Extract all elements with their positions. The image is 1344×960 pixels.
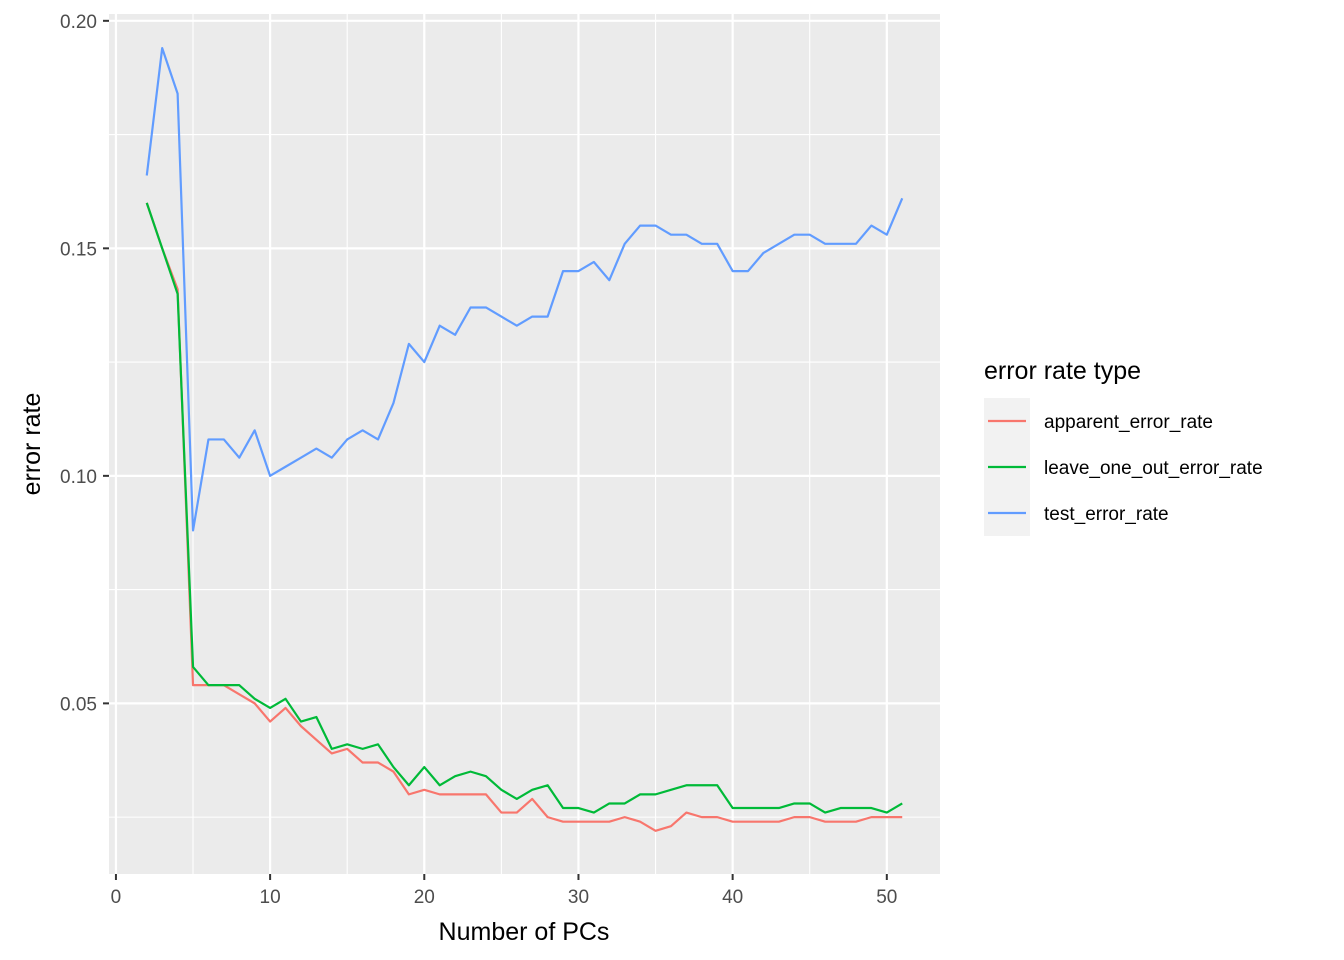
- y-axis: 0.05 0.10 0.15 0.20: [60, 12, 109, 715]
- series-line-leave-one-out-error-rate: [145, 202, 903, 814]
- grid-major: [109, 14, 940, 874]
- x-axis: 0 10 20 30 40 50: [111, 874, 897, 908]
- x-tick-label: 40: [722, 887, 743, 908]
- x-tick-label: 50: [876, 887, 897, 908]
- legend-label-apparent-error-rate: apparent_error_rate: [1044, 412, 1213, 433]
- series-lines: [145, 47, 904, 832]
- y-tick-label: 0.15: [60, 239, 97, 260]
- series-line-apparent-error-rate: [145, 202, 903, 832]
- legend-label-test-error-rate: test_error_rate: [1044, 504, 1169, 525]
- grid-minor: [109, 14, 940, 874]
- x-tick-label: 10: [260, 887, 281, 908]
- series-line-test-error-rate: [145, 47, 904, 532]
- legend-title: error rate type: [984, 357, 1141, 385]
- y-axis-title: error rate: [18, 393, 46, 496]
- plot-panel: [109, 14, 940, 874]
- legend: error rate type apparent_error_rateleave…: [984, 357, 1263, 536]
- x-axis-title: Number of PCs: [439, 918, 610, 946]
- y-tick-label: 0.20: [60, 12, 97, 33]
- x-tick-label: 30: [568, 887, 589, 908]
- y-tick-label: 0.10: [60, 467, 97, 488]
- y-tick-label: 0.05: [60, 694, 97, 715]
- legend-label-leave-one-out-error-rate: leave_one_out_error_rate: [1044, 458, 1263, 479]
- x-tick-label: 0: [111, 887, 122, 908]
- x-tick-label: 20: [414, 887, 435, 908]
